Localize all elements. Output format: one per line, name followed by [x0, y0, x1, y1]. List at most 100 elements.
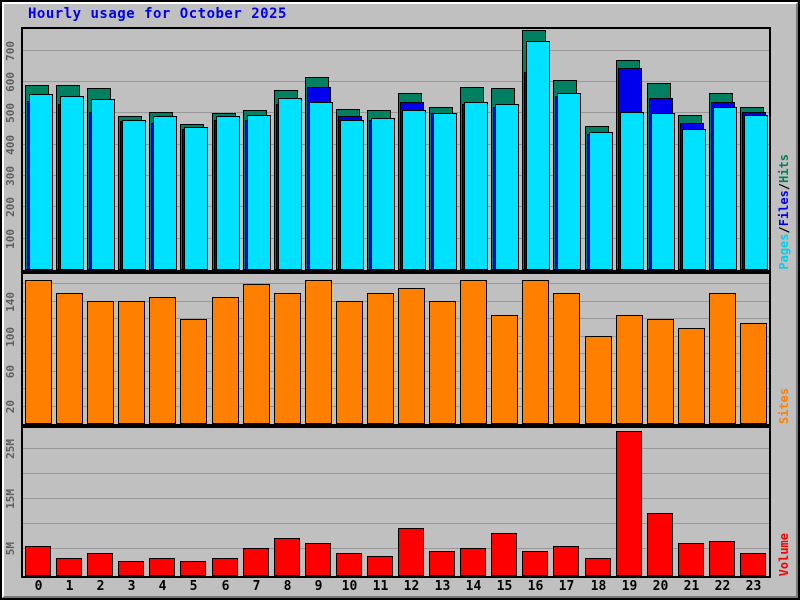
sites-bar-hour-9	[305, 280, 332, 424]
hits-files-pages-gridline-200	[23, 206, 769, 208]
volume-ytick-25M: 25M	[3, 439, 17, 459]
volume-bar-hour-9	[305, 543, 331, 576]
pages-bar-hour-22	[713, 107, 737, 270]
chart-title: Hourly usage for October 2025	[28, 6, 287, 22]
volume-bar-hour-7	[243, 548, 269, 576]
hits-files-pages-ytick-700: 700	[3, 41, 17, 61]
volume-bar-hour-10	[336, 553, 362, 576]
hour-label-23: 23	[745, 579, 762, 594]
volume-bar-hour-5	[180, 561, 206, 576]
hour-label-14: 14	[465, 579, 482, 594]
sites-gridline-120	[23, 318, 769, 319]
volume-gridline-20	[23, 473, 769, 474]
pages-bar-hour-10	[340, 120, 364, 270]
volume-bar-hour-6	[212, 558, 238, 576]
hour-label-16: 16	[527, 579, 544, 594]
hour-label-21: 21	[683, 579, 700, 594]
hour-label-22: 22	[714, 579, 731, 594]
hour-label-18: 18	[590, 579, 607, 594]
volume-bar-hour-3	[118, 561, 144, 576]
hour-label-6: 6	[221, 579, 230, 594]
pages-bar-hour-7	[247, 115, 271, 270]
pages-bar-hour-19	[620, 112, 644, 270]
axis-label-part-slash: /	[777, 183, 791, 191]
pages-bar-hour-9	[309, 102, 333, 270]
hits-files-pages-gridline-300	[23, 174, 769, 176]
hour-label-17: 17	[558, 579, 575, 594]
sites-bar-hour-2	[87, 301, 114, 424]
hits-files-pages-gridline-100	[23, 237, 769, 239]
axis-label-part-Files: Files	[777, 190, 791, 227]
sites-panel	[21, 272, 771, 426]
volume-bar-hour-13	[429, 551, 455, 576]
volume-bar-hour-14	[460, 548, 486, 576]
hour-label-9: 9	[314, 579, 323, 594]
pages-bar-hour-21	[682, 129, 706, 270]
volume-bar-hour-8	[274, 538, 300, 576]
axis-label-part-Sites: Sites	[777, 387, 791, 424]
sites-bar-hour-1	[56, 293, 83, 424]
volume-bar-hour-23	[740, 553, 766, 576]
hits-files-pages-gridline-500	[23, 112, 769, 114]
pages-bar-hour-3	[122, 120, 146, 270]
sites-bar-hour-21	[678, 328, 705, 424]
hits-files-pages-gridline-700	[23, 49, 769, 51]
sites-bar-hour-0	[25, 280, 52, 424]
pages-bar-hour-13	[433, 113, 457, 270]
axis-label-panel-2: Volume	[777, 533, 791, 576]
sites-bar-hour-13	[429, 301, 456, 424]
pages-bar-hour-0	[29, 94, 53, 270]
sites-bar-hour-5	[180, 319, 207, 424]
sites-bar-hour-16	[522, 280, 549, 424]
sites-gridline-100	[23, 335, 769, 337]
hour-label-5: 5	[189, 579, 198, 594]
axis-label-panel-1: Sites	[777, 388, 791, 424]
volume-ytick-5M: 5M	[3, 542, 17, 556]
volume-bar-hour-20	[647, 513, 673, 576]
hits-files-pages-gridline-600	[23, 80, 769, 82]
pages-bar-hour-20	[651, 113, 675, 270]
hour-label-11: 11	[372, 579, 389, 594]
sites-bar-hour-8	[274, 293, 301, 424]
axis-label-part-Pages: Pages	[777, 233, 791, 270]
hour-label-12: 12	[403, 579, 420, 594]
volume-bar-hour-19	[616, 431, 642, 576]
sites-bar-hour-3	[118, 301, 145, 424]
volume-bar-hour-11	[367, 556, 393, 576]
volume-gridline-10	[23, 523, 769, 524]
hour-label-20: 20	[652, 579, 669, 594]
sites-bar-hour-4	[149, 297, 176, 424]
volume-bar-hour-15	[491, 533, 517, 576]
hour-label-15: 15	[496, 579, 513, 594]
sites-bar-hour-20	[647, 319, 674, 424]
pages-bar-hour-18	[589, 132, 613, 270]
volume-bar-hour-12	[398, 528, 424, 576]
hour-label-2: 2	[96, 579, 105, 594]
sites-bar-hour-10	[336, 301, 363, 424]
sites-bar-hour-7	[243, 284, 270, 424]
sites-bar-hour-23	[740, 323, 767, 424]
sites-bar-hour-6	[212, 297, 239, 424]
volume-gridline-5	[23, 548, 769, 549]
pages-bar-hour-2	[91, 99, 115, 270]
hits-files-pages-gridline-400	[23, 143, 769, 145]
sites-bar-hour-22	[709, 293, 736, 424]
pages-bar-hour-23	[744, 115, 768, 270]
sites-gridline-80	[23, 353, 769, 354]
hour-label-7: 7	[252, 579, 261, 594]
sites-gridline-160	[23, 283, 769, 284]
volume-bar-hour-22	[709, 541, 735, 576]
hits-files-pages-panel	[21, 27, 771, 272]
pages-bar-hour-12	[402, 110, 426, 270]
hour-label-3: 3	[127, 579, 136, 594]
volume-plot-area	[23, 428, 769, 576]
sites-plot-area	[23, 274, 769, 424]
volume-gridline-15	[23, 498, 769, 499]
hour-label-10: 10	[341, 579, 358, 594]
pages-bar-hour-1	[60, 96, 84, 270]
pages-bar-hour-4	[153, 116, 177, 270]
volume-bar-hour-16	[522, 551, 548, 576]
hour-label-13: 13	[434, 579, 451, 594]
sites-bar-hour-12	[398, 288, 425, 424]
